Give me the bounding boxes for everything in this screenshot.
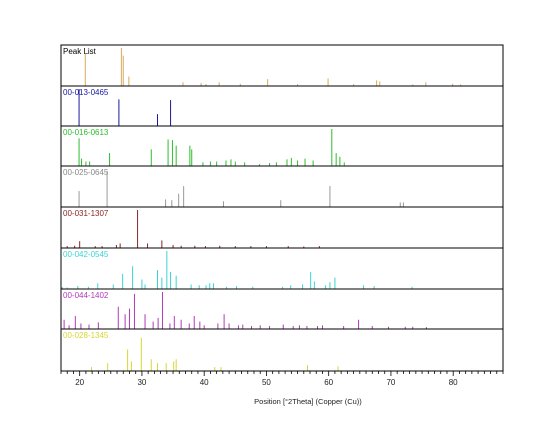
- panel-frame: [60, 165, 504, 208]
- panel: 00-025-0645: [60, 165, 504, 208]
- panel: 00-028-1345: [60, 328, 504, 372]
- panel-frame: [60, 44, 504, 87]
- panel-frame: [60, 247, 504, 290]
- panel-label: 00-028-1345: [63, 331, 109, 340]
- panel: Peak List: [60, 44, 504, 87]
- panel-label: 00-031-1307: [63, 209, 109, 218]
- panel-frame: [60, 206, 504, 249]
- x-tick-label: 70: [386, 378, 395, 387]
- panel: 00-044-1402: [60, 288, 504, 330]
- panel: 00-042-0545: [60, 247, 504, 290]
- x-tick-label: 80: [449, 378, 458, 387]
- panel-frame: [60, 125, 504, 167]
- panel-label: 00-013-0465: [63, 88, 109, 97]
- x-tick-label: 30: [137, 378, 146, 387]
- panel-frame: [60, 328, 504, 372]
- panel-label: 00-025-0645: [63, 168, 109, 177]
- x-tick-label: 20: [75, 378, 84, 387]
- x-tick-label: 50: [262, 378, 271, 387]
- panel-frame: [60, 288, 504, 330]
- panel: 00-016-0613: [60, 125, 504, 167]
- panel: 00-013-0465: [60, 85, 504, 127]
- panel-label: 00-042-0545: [63, 250, 109, 259]
- panel-label: 00-044-1402: [63, 291, 109, 300]
- panel: 00-031-1307: [60, 206, 504, 249]
- x-axis: 20 30 40 50 60 70 80: [60, 370, 504, 387]
- x-axis-title: Position [°2Theta] (Copper (Cu)): [254, 397, 362, 406]
- panels: Peak List 00-013-0465 00-016-0613 00-025-06…: [60, 44, 504, 372]
- x-tick-label: 40: [200, 378, 209, 387]
- x-tick-label: 60: [324, 378, 333, 387]
- panel-frame: [60, 85, 504, 127]
- panel-label: Peak List: [63, 47, 97, 56]
- panel-label: 00-016-0613: [63, 128, 109, 137]
